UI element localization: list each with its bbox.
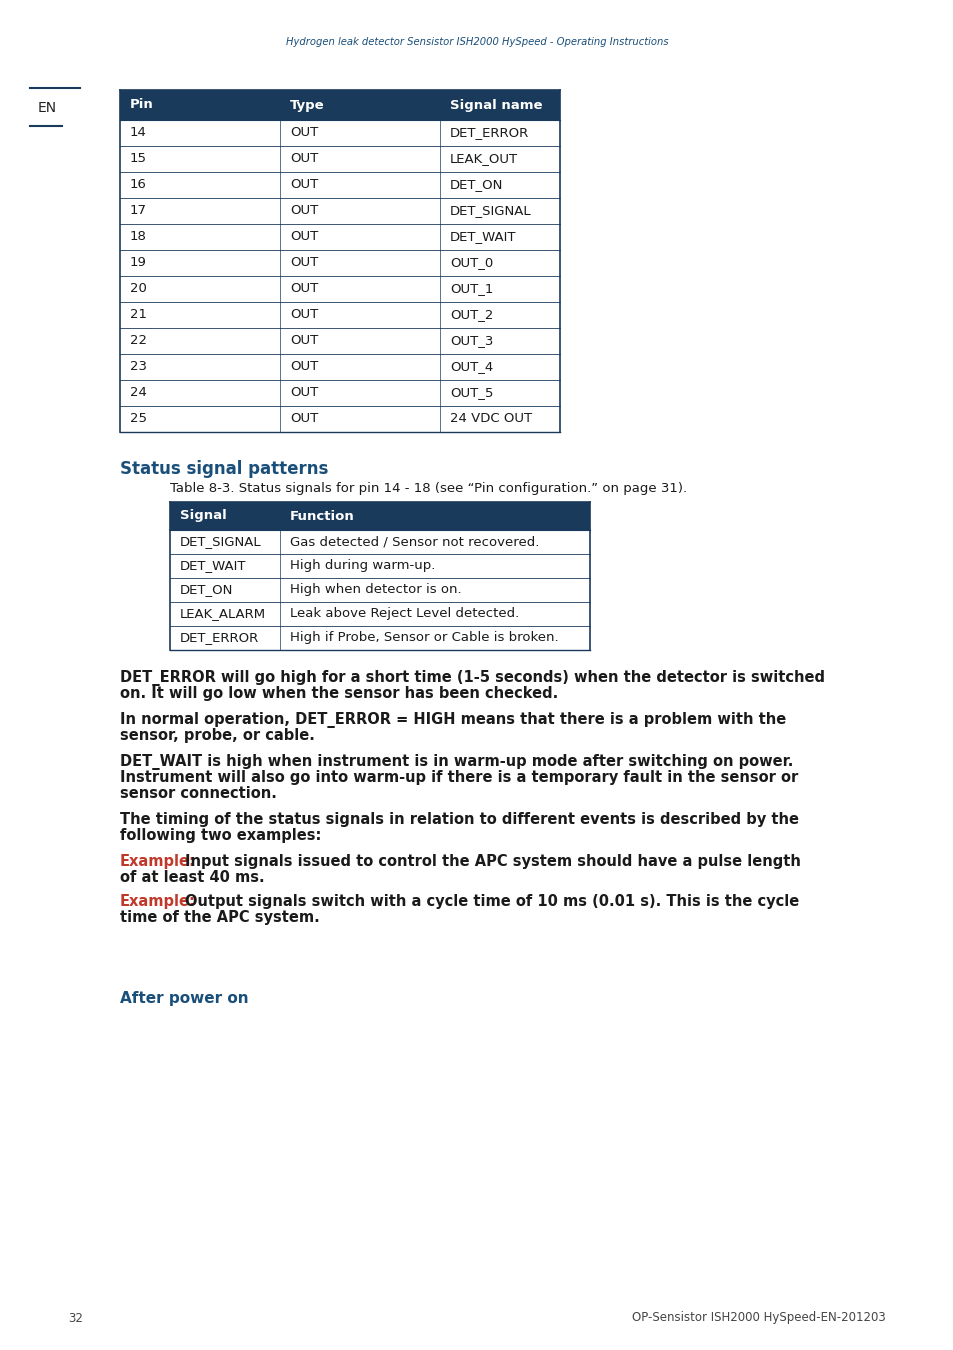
Text: 25: 25 bbox=[130, 413, 147, 425]
Text: High when detector is on.: High when detector is on. bbox=[290, 583, 461, 597]
Text: DET_SIGNAL: DET_SIGNAL bbox=[450, 204, 531, 217]
Text: 19: 19 bbox=[130, 256, 147, 270]
Text: Output signals switch with a cycle time of 10 ms (0.01 s). This is the cycle: Output signals switch with a cycle time … bbox=[185, 894, 799, 909]
Bar bbox=[120, 250, 559, 275]
Text: OP-Sensistor ISH2000 HySpeed-EN-201203: OP-Sensistor ISH2000 HySpeed-EN-201203 bbox=[632, 1311, 885, 1324]
Text: High if Probe, Sensor or Cable is broken.: High if Probe, Sensor or Cable is broken… bbox=[290, 632, 558, 644]
Text: After power on: After power on bbox=[120, 991, 249, 1006]
Text: DET_ERROR will go high for a short time (1-5 seconds) when the detector is switc: DET_ERROR will go high for a short time … bbox=[120, 670, 824, 686]
Text: DET_WAIT: DET_WAIT bbox=[180, 559, 246, 572]
Text: sensor connection.: sensor connection. bbox=[120, 786, 276, 801]
Bar bbox=[170, 531, 589, 554]
Text: OUT: OUT bbox=[290, 231, 318, 243]
Text: 17: 17 bbox=[130, 204, 147, 217]
Text: Hydrogen leak detector Sensistor ISH2000 HySpeed - Operating Instructions: Hydrogen leak detector Sensistor ISH2000… bbox=[285, 36, 668, 47]
Text: Pin: Pin bbox=[130, 99, 153, 112]
Text: OUT: OUT bbox=[290, 386, 318, 400]
Text: OUT_3: OUT_3 bbox=[450, 335, 493, 347]
Text: High during warm-up.: High during warm-up. bbox=[290, 559, 435, 572]
Text: OUT: OUT bbox=[290, 153, 318, 166]
Bar bbox=[120, 224, 559, 250]
Text: 24: 24 bbox=[130, 386, 147, 400]
Text: DET_SIGNAL: DET_SIGNAL bbox=[180, 536, 261, 548]
Text: 22: 22 bbox=[130, 335, 147, 347]
Text: Gas detected / Sensor not recovered.: Gas detected / Sensor not recovered. bbox=[290, 536, 538, 548]
Text: Signal name: Signal name bbox=[450, 99, 542, 112]
Text: Function: Function bbox=[290, 509, 355, 522]
Text: Input signals issued to control the APC system should have a pulse length: Input signals issued to control the APC … bbox=[185, 855, 800, 869]
Text: of at least 40 ms.: of at least 40 ms. bbox=[120, 869, 264, 886]
Text: DET_ERROR: DET_ERROR bbox=[180, 632, 259, 644]
Text: OUT: OUT bbox=[290, 309, 318, 321]
Text: OUT: OUT bbox=[290, 256, 318, 270]
Bar bbox=[120, 120, 559, 146]
Text: on. It will go low when the sensor has been checked.: on. It will go low when the sensor has b… bbox=[120, 686, 558, 701]
Bar bbox=[120, 90, 559, 120]
Text: 23: 23 bbox=[130, 360, 147, 374]
Text: DET_WAIT: DET_WAIT bbox=[450, 231, 516, 243]
Bar bbox=[170, 602, 589, 626]
Text: DET_ERROR: DET_ERROR bbox=[450, 127, 529, 139]
Text: Instrument will also go into warm-up if there is a temporary fault in the sensor: Instrument will also go into warm-up if … bbox=[120, 769, 798, 784]
Bar bbox=[170, 578, 589, 602]
Text: In normal operation, DET_ERROR = HIGH means that there is a problem with the: In normal operation, DET_ERROR = HIGH me… bbox=[120, 711, 785, 728]
Text: Leak above Reject Level detected.: Leak above Reject Level detected. bbox=[290, 608, 518, 621]
Text: Example:: Example: bbox=[120, 894, 195, 909]
Text: 20: 20 bbox=[130, 282, 147, 296]
Text: 21: 21 bbox=[130, 309, 147, 321]
Text: OUT: OUT bbox=[290, 178, 318, 192]
Text: LEAK_OUT: LEAK_OUT bbox=[450, 153, 517, 166]
Text: following two examples:: following two examples: bbox=[120, 828, 321, 842]
Text: Status signal patterns: Status signal patterns bbox=[120, 460, 328, 478]
Bar bbox=[120, 275, 559, 302]
Text: 24 VDC OUT: 24 VDC OUT bbox=[450, 413, 532, 425]
Text: OUT_4: OUT_4 bbox=[450, 360, 493, 374]
Text: OUT_2: OUT_2 bbox=[450, 309, 493, 321]
Bar bbox=[120, 354, 559, 379]
Bar bbox=[120, 328, 559, 354]
Text: EN: EN bbox=[38, 101, 57, 115]
Bar bbox=[120, 379, 559, 406]
Bar bbox=[120, 198, 559, 224]
Bar bbox=[170, 554, 589, 578]
Text: OUT: OUT bbox=[290, 204, 318, 217]
Text: 32: 32 bbox=[68, 1311, 83, 1324]
Text: Table 8-3. Status signals for pin 14 - 18 (see “Pin configuration.” on page 31).: Table 8-3. Status signals for pin 14 - 1… bbox=[170, 482, 686, 495]
Bar bbox=[120, 171, 559, 198]
Bar bbox=[120, 146, 559, 171]
Text: OUT: OUT bbox=[290, 282, 318, 296]
Text: Signal: Signal bbox=[180, 509, 227, 522]
Text: 15: 15 bbox=[130, 153, 147, 166]
Text: Example:: Example: bbox=[120, 855, 195, 869]
Text: The timing of the status signals in relation to different events is described by: The timing of the status signals in rela… bbox=[120, 811, 799, 828]
Text: LEAK_ALARM: LEAK_ALARM bbox=[180, 608, 266, 621]
Text: OUT_1: OUT_1 bbox=[450, 282, 493, 296]
Text: Type: Type bbox=[290, 99, 324, 112]
Text: OUT: OUT bbox=[290, 335, 318, 347]
Text: OUT: OUT bbox=[290, 360, 318, 374]
Text: 18: 18 bbox=[130, 231, 147, 243]
Text: DET_WAIT is high when instrument is in warm-up mode after switching on power.: DET_WAIT is high when instrument is in w… bbox=[120, 755, 793, 770]
Text: OUT: OUT bbox=[290, 127, 318, 139]
Text: 14: 14 bbox=[130, 127, 147, 139]
Text: OUT: OUT bbox=[290, 413, 318, 425]
Bar bbox=[170, 626, 589, 649]
Bar bbox=[170, 502, 589, 531]
Bar bbox=[120, 406, 559, 432]
Text: OUT_0: OUT_0 bbox=[450, 256, 493, 270]
Text: 16: 16 bbox=[130, 178, 147, 192]
Text: sensor, probe, or cable.: sensor, probe, or cable. bbox=[120, 728, 314, 743]
Text: time of the APC system.: time of the APC system. bbox=[120, 910, 319, 925]
Text: DET_ON: DET_ON bbox=[450, 178, 503, 192]
Text: OUT_5: OUT_5 bbox=[450, 386, 493, 400]
Bar bbox=[120, 302, 559, 328]
Text: DET_ON: DET_ON bbox=[180, 583, 233, 597]
